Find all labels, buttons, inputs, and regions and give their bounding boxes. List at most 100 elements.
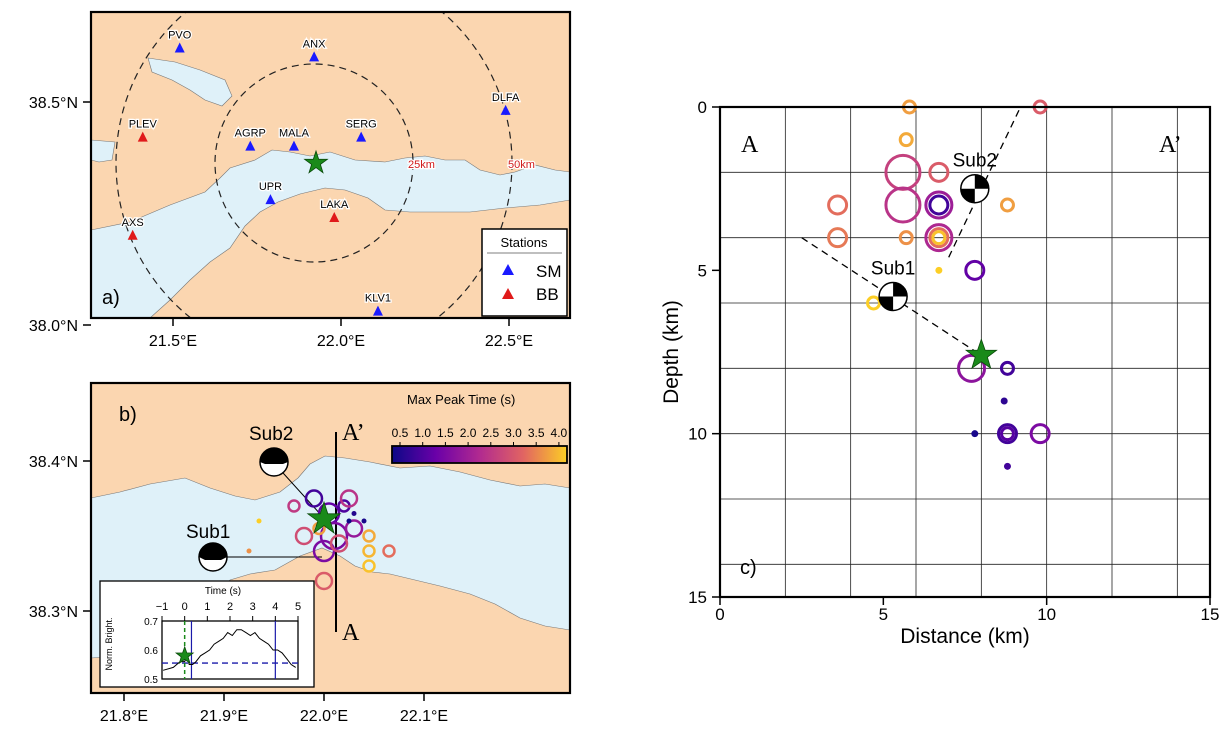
event-circle <box>362 529 376 543</box>
event-circle <box>362 544 376 558</box>
station-marker-agrp <box>245 140 256 151</box>
fault-traces <box>801 106 1022 356</box>
beachball-quadrants <box>960 174 989 203</box>
section-event-circle <box>898 132 914 148</box>
panel-b-axes: 21.8°E 21.9°E 22.0°E 22.1°E 38.3°N 38.4°N <box>29 454 448 725</box>
panel-c-label: c) <box>740 557 757 579</box>
sub2-label: Sub2 <box>249 424 293 445</box>
epicenter-star-b <box>306 500 342 534</box>
section-event-circle <box>827 194 849 216</box>
c-ytick-label: 0 <box>698 98 707 117</box>
station-label-axs: AXS <box>122 217 144 229</box>
inset-x-ticks: −1 0 1 2 3 4 5 <box>156 601 301 621</box>
beachball-sub2: Sub2 <box>953 151 997 204</box>
panel-b-frame <box>89 381 572 695</box>
inset-xtick-label: 5 <box>295 601 301 613</box>
a-xtick-label: 22.0°E <box>317 333 365 350</box>
station-label-plev: PLEV <box>129 119 158 131</box>
section-event-circle <box>928 161 950 183</box>
event-circle <box>314 571 334 591</box>
sub2-beachball <box>259 447 289 477</box>
colorbar-tick-labels: 0.5 1.0 1.5 2.0 2.5 3.0 3.5 4.0 <box>392 426 568 446</box>
sea-west <box>91 139 116 163</box>
event-circle <box>362 559 376 573</box>
station-label-serg: SERG <box>346 119 377 131</box>
inset-xtick-label: 4 <box>272 601 278 613</box>
inset-ytick-label: 0.6 <box>144 646 158 657</box>
ring-label-25km: 25km <box>408 159 435 171</box>
section-event-circle <box>957 353 987 383</box>
b-xtick-label: 21.9°E <box>200 708 248 725</box>
legend-sm-label: SM <box>536 262 562 281</box>
c-xtick-label: 0 <box>715 605 724 624</box>
section-event-circle <box>1029 423 1051 445</box>
inset-xtick-label: 0 <box>182 601 188 613</box>
ring-50km <box>115 12 513 318</box>
brightness-inset: Time (s) −1 0 1 2 3 4 5 0.5 0.6 0.7 Norm. Bright… <box>99 580 315 688</box>
c-xtick-label: 15 <box>1201 605 1220 624</box>
section-event-circle <box>935 266 943 274</box>
section-event-circle <box>884 186 922 224</box>
station-marker-serg <box>356 131 367 142</box>
x-axis-title: Distance (km) <box>900 625 1030 648</box>
colorbar-tick-label: 2.5 <box>482 426 499 440</box>
legend-bb-label: BB <box>536 285 559 304</box>
inset-plot <box>162 621 298 679</box>
event-circle <box>344 519 364 538</box>
station-label-mala: MALA <box>279 128 310 140</box>
station-marker-laka <box>329 211 340 222</box>
colorbar-title: Max Peak Time (s) <box>407 392 515 407</box>
inset-trace <box>162 629 296 671</box>
b-ytick-label: 38.3°N <box>29 604 78 621</box>
station-label-klv1: KLV1 <box>365 293 391 305</box>
station-legend: Stations SM BB <box>481 228 568 317</box>
fault-trace-line <box>948 106 1022 258</box>
event-circle <box>304 489 324 508</box>
colorbar-gradient <box>391 445 568 464</box>
station-marker-pvo <box>174 42 185 53</box>
c-xtick-label: 5 <box>879 605 888 624</box>
colorbar-tick-label: 3.5 <box>528 426 545 440</box>
colorbar-tick-label: 3.0 <box>505 426 522 440</box>
event-circle <box>382 544 396 558</box>
sea-lagoon <box>147 57 233 107</box>
legend-sm-marker <box>502 264 514 275</box>
event-circle <box>339 489 359 508</box>
event-circle <box>287 499 301 513</box>
colorbar: Max Peak Time (s) 0.5 1.0 1.5 2.0 2.5 3.0 3.5 4… <box>391 392 568 464</box>
inset-ytick-label: 0.5 <box>144 675 158 686</box>
section-beachballs: Sub2 Sub1 <box>871 151 997 312</box>
panel-b-label: b) <box>119 404 137 426</box>
inset-ylabel: Norm. Bright. <box>104 617 114 670</box>
section-event-circle <box>996 423 1018 445</box>
panel-a-frame <box>89 10 572 320</box>
section-event-circle <box>866 295 882 311</box>
section-event-circle <box>1003 462 1011 470</box>
section-event-circle <box>999 360 1015 376</box>
event-circle <box>351 511 357 516</box>
sub1-label: Sub1 <box>186 522 230 543</box>
panel-c-section: Sub2 Sub1 A A’ c) 0 5 10 15 0 5 10 15 Distance (… <box>660 98 1219 648</box>
b-xtick-label: 22.0°E <box>300 708 348 725</box>
a-xtick-label: 22.5°E <box>485 333 533 350</box>
c-ytick-label: 10 <box>688 425 707 444</box>
beachball-label: Sub1 <box>871 259 915 280</box>
a-ytick-label: 38.0°N <box>29 318 78 335</box>
event-circle <box>329 534 349 553</box>
section-event-circle <box>964 259 986 281</box>
section-event-circle <box>999 197 1015 213</box>
section-label-a-prime: A’ <box>342 420 365 446</box>
station-marker-anx <box>309 51 320 62</box>
station-label-anx: ANX <box>303 38 326 50</box>
b-xtick-label: 22.1°E <box>400 708 448 725</box>
station-marker-klv1 <box>372 305 383 316</box>
inset-xtick-label: 3 <box>250 601 256 613</box>
epicenter-star-a <box>303 149 329 174</box>
station-marker-plev <box>137 131 148 142</box>
beachball-label: Sub2 <box>953 151 997 172</box>
beachball-sub1: Sub1 <box>871 259 915 312</box>
b-xtick-label: 21.8°E <box>100 708 148 725</box>
event-circle <box>246 548 252 554</box>
section-label-a-c: A <box>741 132 759 158</box>
station-label-dlfa: DLFA <box>492 92 520 104</box>
